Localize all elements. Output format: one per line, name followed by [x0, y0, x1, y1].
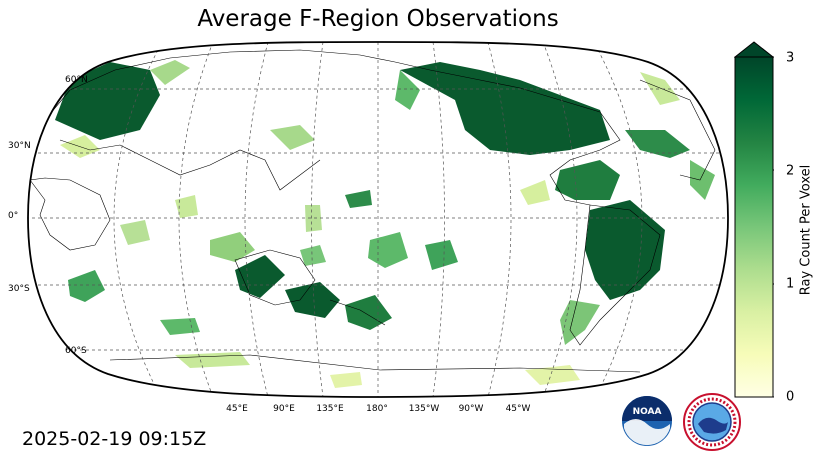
observation-density-field	[55, 60, 715, 388]
colorbar-label: Ray Count Per Voxel	[798, 164, 814, 296]
colorbar-ramp	[734, 56, 774, 398]
colorbar-tick-2: 2	[786, 163, 795, 179]
lon-label-180: 180°	[366, 404, 388, 414]
coastlines	[29, 49, 716, 373]
lat-label-30s: 30°S	[8, 284, 30, 294]
timestamp: 2025-02-19 09:15Z	[22, 428, 207, 450]
lon-label-90e: 90°E	[273, 404, 295, 414]
colorbar	[734, 41, 774, 398]
lat-label-60n: 60°N	[65, 75, 88, 85]
colorbar-extend-arrow	[734, 41, 774, 58]
lon-label-90w: 90°W	[458, 404, 484, 414]
lon-label-135w: 135°W	[408, 404, 440, 414]
lat-label-equator: 0°	[8, 211, 19, 221]
map-boundary	[27, 41, 729, 398]
noaa-logo: NOAA	[622, 396, 672, 446]
lon-label-45w: 45°W	[505, 404, 531, 414]
svg-text:NOAA: NOAA	[633, 407, 662, 417]
lat-label-60s: 60°S	[65, 346, 87, 356]
graticule	[28, 42, 728, 397]
lon-label-135e: 135°E	[316, 404, 344, 414]
colorbar-tick-3: 3	[786, 50, 795, 66]
colorbar-tick-1: 1	[786, 276, 795, 292]
lon-label-45e: 45°E	[226, 404, 248, 414]
nws-logo	[683, 393, 741, 451]
colorbar-tick-0: 0	[786, 389, 795, 405]
map-title: Average F-Region Observations	[197, 6, 559, 32]
lat-label-30n: 30°N	[8, 141, 31, 151]
